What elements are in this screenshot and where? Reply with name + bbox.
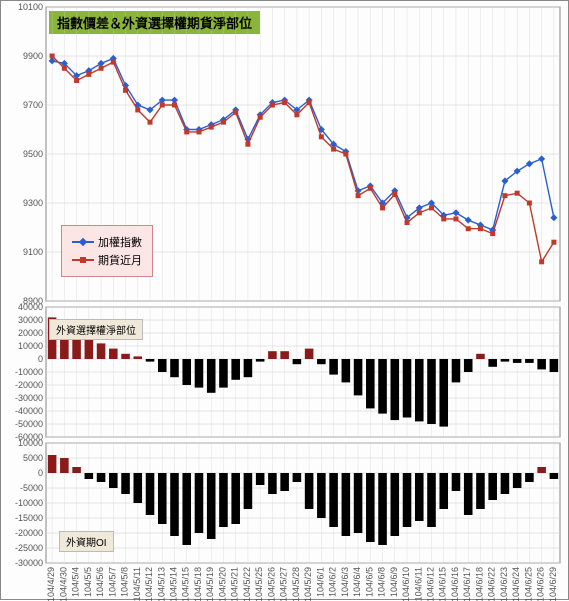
svg-text:-40000: -40000 — [15, 406, 43, 416]
svg-text:30000: 30000 — [18, 315, 43, 325]
charts-svg: 89009100930095009700990010100-60000-5000… — [1, 1, 569, 601]
svg-text:104/4/30: 104/4/30 — [58, 567, 68, 601]
svg-text:0: 0 — [38, 468, 43, 478]
svg-text:-20000: -20000 — [15, 380, 43, 390]
diamond-marker-icon — [72, 237, 94, 247]
svg-text:-20000: -20000 — [15, 528, 43, 538]
svg-text:104/6/9: 104/6/9 — [389, 567, 399, 597]
legend-label-1: 期貨近月 — [98, 252, 142, 268]
svg-text:104/5/14: 104/5/14 — [169, 567, 179, 601]
svg-text:104/6/4: 104/6/4 — [352, 567, 362, 597]
svg-text:9300: 9300 — [23, 198, 43, 208]
svg-text:104/6/10: 104/6/10 — [401, 567, 411, 601]
svg-text:104/5/18: 104/5/18 — [193, 567, 203, 601]
svg-text:104/6/12: 104/6/12 — [426, 567, 436, 601]
svg-text:104/6/8: 104/6/8 — [377, 567, 387, 597]
svg-text:0: 0 — [38, 354, 43, 364]
svg-text:104/6/24: 104/6/24 — [511, 567, 521, 601]
svg-text:104/4/29: 104/4/29 — [46, 567, 56, 601]
svg-text:104/5/27: 104/5/27 — [279, 567, 289, 601]
svg-text:104/5/20: 104/5/20 — [217, 567, 227, 601]
svg-text:104/5/21: 104/5/21 — [230, 567, 240, 601]
svg-text:40000: 40000 — [18, 302, 43, 312]
svg-text:10100: 10100 — [18, 2, 43, 12]
svg-text:104/6/1: 104/6/1 — [315, 567, 325, 597]
svg-text:104/5/26: 104/5/26 — [266, 567, 276, 601]
legend-item-0: 加權指數 — [72, 234, 142, 250]
svg-text:104/5/13: 104/5/13 — [156, 567, 166, 601]
svg-text:104/5/4: 104/5/4 — [71, 567, 81, 597]
svg-text:-5000: -5000 — [20, 483, 43, 493]
legend-item-1: 期貨近月 — [72, 252, 142, 268]
svg-text:104/5/15: 104/5/15 — [181, 567, 191, 601]
svg-text:20000: 20000 — [18, 328, 43, 338]
svg-text:9700: 9700 — [23, 100, 43, 110]
svg-text:104/6/3: 104/6/3 — [340, 567, 350, 597]
svg-text:104/6/2: 104/6/2 — [328, 567, 338, 597]
svg-text:104/5/25: 104/5/25 — [254, 567, 264, 601]
svg-text:5000: 5000 — [23, 453, 43, 463]
svg-text:-15000: -15000 — [15, 513, 43, 523]
svg-text:10000: 10000 — [18, 438, 43, 448]
svg-text:104/6/17: 104/6/17 — [462, 567, 472, 601]
legend: 加權指數 期貨近月 — [61, 225, 153, 277]
svg-text:-30000: -30000 — [15, 393, 43, 403]
svg-text:104/6/23: 104/6/23 — [499, 567, 509, 601]
svg-text:104/5/29: 104/5/29 — [303, 567, 313, 601]
svg-text:10000: 10000 — [18, 341, 43, 351]
svg-text:-30000: -30000 — [15, 558, 43, 568]
svg-text:104/5/28: 104/5/28 — [291, 567, 301, 601]
svg-text:104/5/12: 104/5/12 — [144, 567, 154, 601]
svg-text:-50000: -50000 — [15, 419, 43, 429]
svg-text:104/5/11: 104/5/11 — [132, 567, 142, 601]
svg-text:9500: 9500 — [23, 149, 43, 159]
svg-text:104/6/15: 104/6/15 — [438, 567, 448, 601]
svg-text:104/6/5: 104/6/5 — [364, 567, 374, 597]
svg-text:-10000: -10000 — [15, 367, 43, 377]
svg-text:104/6/25: 104/6/25 — [523, 567, 533, 601]
svg-text:9900: 9900 — [23, 51, 43, 61]
svg-text:104/6/26: 104/6/26 — [536, 567, 546, 601]
panel3-label: 外資期OI — [59, 531, 114, 552]
svg-text:104/6/16: 104/6/16 — [450, 567, 460, 601]
svg-text:104/6/22: 104/6/22 — [487, 567, 497, 601]
svg-text:104/6/11: 104/6/11 — [413, 567, 423, 601]
svg-text:9100: 9100 — [23, 247, 43, 257]
svg-text:104/5/6: 104/5/6 — [95, 567, 105, 597]
svg-text:104/5/5: 104/5/5 — [83, 567, 93, 597]
svg-text:104/6/18: 104/6/18 — [474, 567, 484, 601]
square-marker-icon — [72, 255, 94, 265]
svg-text:104/5/7: 104/5/7 — [107, 567, 117, 597]
panel2-label: 外資選擇權淨部位 — [49, 319, 143, 340]
legend-label-0: 加權指數 — [98, 234, 142, 250]
svg-text:-10000: -10000 — [15, 498, 43, 508]
svg-text:104/6/29: 104/6/29 — [548, 567, 558, 601]
svg-text:104/5/8: 104/5/8 — [120, 567, 130, 597]
svg-text:104/5/19: 104/5/19 — [205, 567, 215, 601]
svg-text:-25000: -25000 — [15, 543, 43, 553]
svg-text:104/5/22: 104/5/22 — [242, 567, 252, 601]
